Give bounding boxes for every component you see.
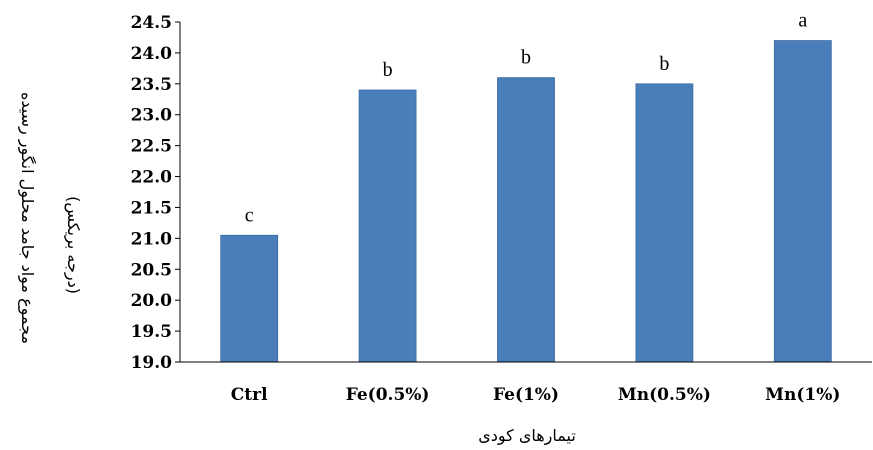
x-tick-label: Fe(1%) <box>493 385 559 405</box>
x-tick-label: Ctrl <box>231 385 268 405</box>
y-axis-label-group: مجموع مواد جامد محلول انگور رسیده (درجه … <box>17 92 83 344</box>
y-tick-label: 22.0 <box>131 168 173 188</box>
x-tick-label: Mn(0.5%) <box>618 385 711 405</box>
y-axis-ticks: 19.0 19.5 20.0 20.5 21.0 21.5 22.0 22.5 23.0 23.5… <box>131 13 180 373</box>
y-tick-label: 20.0 <box>131 291 173 311</box>
y-tick-label: 23.5 <box>131 75 172 95</box>
y-tick-label: 19.5 <box>131 322 172 342</box>
y-tick-label: 19.0 <box>131 353 173 373</box>
y-tick-label: 24.0 <box>131 44 173 64</box>
x-tick-label: Fe(0.5%) <box>346 385 430 405</box>
data-label: b <box>659 53 669 75</box>
bar-mn-0-5 <box>635 83 694 363</box>
bars <box>220 40 832 363</box>
data-label: b <box>383 59 393 81</box>
data-label: a <box>798 10 807 32</box>
y-tick-label: 21.5 <box>131 198 172 218</box>
y-axis-unit-label: (درجه بریکس) <box>63 196 83 294</box>
y-tick-label: 23.0 <box>131 106 173 126</box>
y-tick-label: 20.5 <box>131 260 172 280</box>
bar-ctrl <box>220 234 279 363</box>
x-axis-label: تیمارهای کودی <box>478 426 576 446</box>
data-label: b <box>521 47 531 69</box>
y-axis-label: مجموع مواد جامد محلول انگور رسیده <box>17 92 37 344</box>
data-label: c <box>245 204 254 226</box>
y-tick-label: 21.0 <box>131 229 173 249</box>
x-tick-label: Mn(1%) <box>765 385 840 405</box>
bar-fe-0-5 <box>358 89 417 363</box>
y-tick-label: 24.5 <box>131 13 172 33</box>
x-axis-ticks: Ctrl Fe(0.5%) Fe(1%) Mn(0.5%) Mn(1%) <box>231 385 841 405</box>
y-tick-label: 22.5 <box>131 137 172 157</box>
data-labels: c b b b a <box>245 10 808 227</box>
bar-fe-1 <box>497 77 555 363</box>
bar-mn-1 <box>773 40 832 363</box>
